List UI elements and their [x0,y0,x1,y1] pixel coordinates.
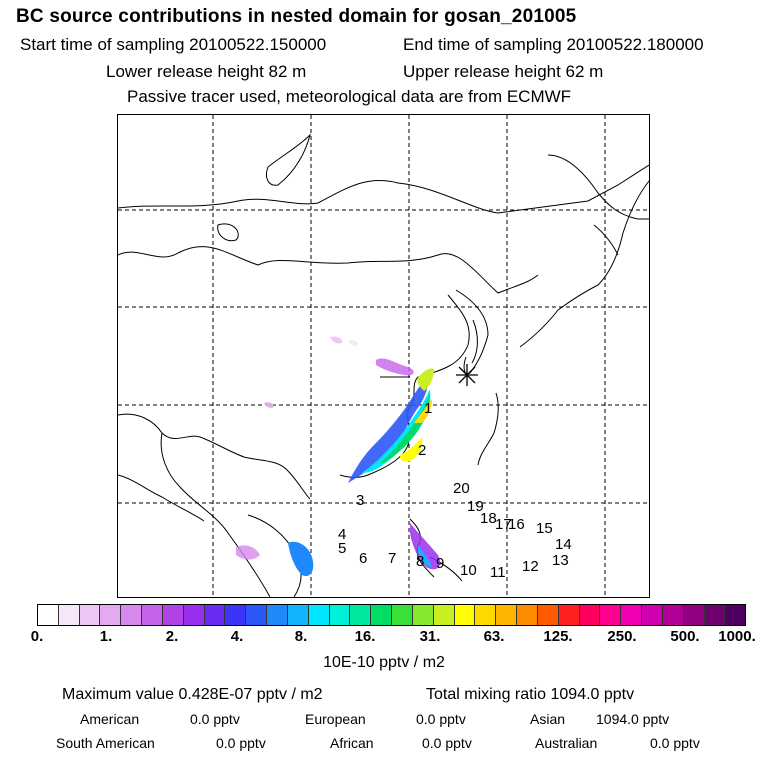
colorbar-cell [725,605,746,625]
colorbar [37,604,746,626]
source-number-19: 19 [467,498,484,515]
african-value: 0.0 pptv [422,735,472,751]
colorbar-cell [558,605,580,625]
colorbar-tick-label: 63. [483,628,505,645]
colorbar-cell [517,605,538,625]
south-american-value: 0.0 pptv [216,735,266,751]
source-number-4: 4 [338,526,346,543]
colorbar-tick-label: 16. [354,628,376,645]
receptor-asterisk-icon [456,364,478,386]
colorbar-unit-label: 10E-10 pptv / m2 [323,654,445,671]
american-value: 0.0 pptv [190,711,240,727]
source-number-5: 5 [338,540,346,557]
asian-value: 1094.0 pptv [596,711,670,727]
colorbar-cell [621,605,643,625]
american-label: American [80,711,140,727]
colorbar-cell [100,605,122,625]
colorbar-cell [642,605,663,625]
tracer-note: Passive tracer used, meteorological data… [127,87,572,106]
lat-lon-grid [118,115,649,597]
colorbar-cell [454,605,476,625]
colorbar-tick-label: 125. [543,628,573,645]
colorbar-cell [433,605,455,625]
european-value: 0.0 pptv [416,711,466,727]
start-time-label: Start time of sampling 20100522.150000 [20,35,327,54]
upper-release-label: Upper release height 62 m [403,62,604,81]
colorbar-cell [58,605,80,625]
colorbar-cell [287,605,309,625]
colorbar-cell [600,605,622,625]
african-label: African [330,735,374,751]
map-panel: 1 2 3 4 5 6 7 8 9 10 11 12 13 14 15 16 17 18 19 20 [117,114,650,598]
colorbar-tick-label: 0. [30,628,44,645]
asian-label: Asian [530,711,566,727]
colorbar-cell [662,605,684,625]
colorbar-tick-label: 1000. [718,628,756,645]
source-number-7: 7 [388,550,396,567]
south-american-label: South American [56,735,155,751]
colorbar-cell [412,605,434,625]
european-label: European [305,711,366,727]
colorbar-cell [496,605,518,625]
colorbar-cell [475,605,497,625]
source-number-11: 11 [490,564,506,581]
colorbar-cell [371,605,393,625]
colorbar-tick-label: 2. [165,628,179,645]
source-number-10: 10 [460,562,477,579]
colorbar-tick-label: 250. [607,628,637,645]
source-number-3: 3 [356,492,364,509]
colorbar-cell [308,605,330,625]
source-number-13: 13 [552,552,569,569]
colorbar-tick-label: 1. [99,628,113,645]
colorbar-tick-label: 31. [419,628,441,645]
australian-label: Australian [535,735,598,751]
colorbar-cell [79,605,101,625]
end-time-label: End time of sampling 20100522.180000 [403,35,704,54]
source-number-18: 18 [480,510,497,527]
colorbar-cell [392,605,413,625]
source-number-14: 14 [555,536,572,553]
source-number-20: 20 [453,480,470,497]
total-mixing-ratio-label: Total mixing ratio 1094.0 pptv [426,686,635,703]
source-number-16: 16 [508,516,525,533]
plot-title: BC source contributions in nested domain… [16,6,577,27]
colorbar-cell [162,605,184,625]
colorbar-cell [204,605,226,625]
source-number-15: 15 [536,520,553,537]
colorbar-cell [350,605,372,625]
source-number-1: 1 [424,400,432,417]
colorbar-cell [329,605,351,625]
colorbar-cell [121,605,143,625]
colorbar-cell [537,605,559,625]
colorbar-cell [683,605,705,625]
contribution-plume [236,336,441,577]
colorbar-cell [704,605,726,625]
colorbar-cell [183,605,205,625]
source-number-6: 6 [359,550,367,567]
colorbar-cell [225,605,247,625]
colorbar-tick-label: 500. [670,628,700,645]
colorbar-tick-label: 8. [294,628,308,645]
source-number-9: 9 [436,555,444,572]
colorbar-cell [579,605,601,625]
source-number-8: 8 [416,553,424,570]
colorbar-cell [142,605,163,625]
maximum-value-label: Maximum value 0.428E-07 pptv / m2 [62,686,323,703]
source-number-12: 12 [522,558,539,575]
colorbar-cell [267,605,288,625]
source-number-17: 17 [495,516,512,533]
lower-release-label: Lower release height 82 m [106,62,307,81]
australian-value: 0.0 pptv [650,735,700,751]
colorbar-tick-label: 4. [230,628,244,645]
colorbar-cell [246,605,268,625]
source-number-2: 2 [418,442,426,459]
colorbar-cell [38,605,59,625]
